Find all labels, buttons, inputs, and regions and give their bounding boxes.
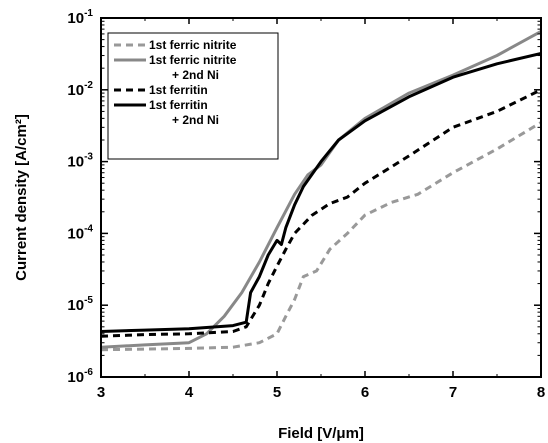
legend-label: + 2nd Ni [172, 68, 219, 82]
legend-label: 1st ferric nitrite [149, 53, 237, 67]
series-line-1 [101, 121, 541, 352]
legend-box [107, 32, 279, 160]
legend-label: 1st ferric nitrite [149, 38, 237, 52]
x-tick-label: 7 [449, 384, 457, 401]
y-tick-label: 10-6 [67, 367, 93, 386]
y-tick-label: 10-4 [67, 223, 93, 242]
y-tick-label: 10-5 [67, 295, 93, 314]
x-tick-label: 8 [537, 384, 545, 401]
y-axis: 10-6 10-5 10-4 10-3 10-2 10-1 [67, 8, 541, 386]
legend-label: 1st ferritin [149, 83, 208, 97]
x-tick-label: 6 [361, 384, 369, 401]
series-line-4 [101, 52, 541, 333]
x-tick-label: 5 [273, 384, 281, 401]
legend-label: 1st ferritin [149, 98, 208, 112]
x-tick-label: 3 [97, 384, 105, 401]
x-axis: 3 4 5 6 7 8 [97, 18, 545, 401]
y-tick-label: 10-1 [67, 8, 93, 27]
y-axis-title: Current density [A/cm²] [13, 114, 30, 281]
x-tick-label: 4 [185, 384, 194, 401]
legend-label: + 2nd Ni [172, 113, 219, 127]
series-layer [101, 30, 541, 352]
x-axis-title: Field [V/μm] [278, 425, 364, 442]
series-line-2 [101, 30, 541, 349]
series-line-3 [101, 88, 541, 338]
y-tick-label: 10-3 [67, 152, 93, 171]
y-tick-label: 10-2 [67, 80, 93, 99]
